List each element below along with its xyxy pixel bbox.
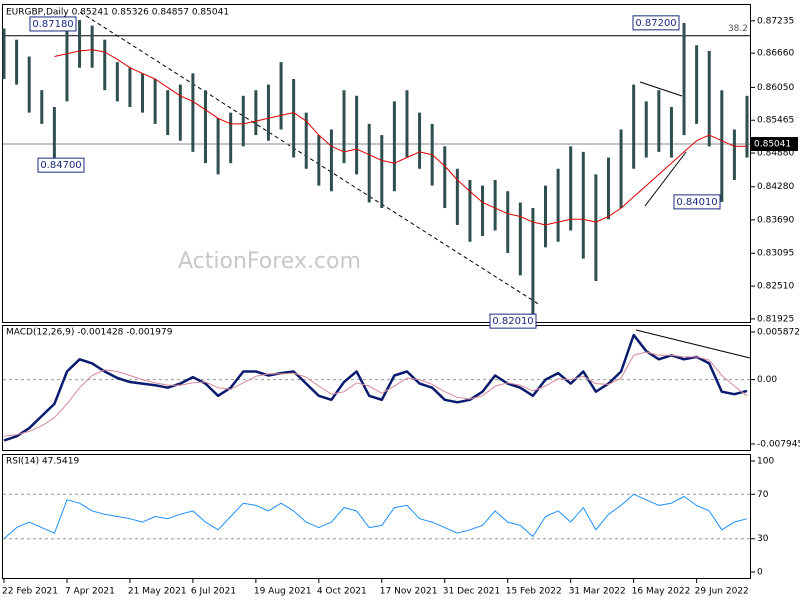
y-tick-label: 0.00 <box>757 375 777 385</box>
y-tick-label: 0.84880 <box>757 149 794 159</box>
price-panel <box>2 4 751 323</box>
level-label: 38.2 <box>728 24 748 34</box>
watermark: ActionForex.com <box>178 249 361 274</box>
annotation-label: 0.84010 <box>676 197 717 208</box>
annotation-label: 0.87200 <box>635 18 676 29</box>
y-tick-label: 0 <box>757 568 763 578</box>
annotation-box <box>29 16 77 32</box>
y-tick-label: 0.005872 <box>757 327 800 337</box>
y-tick-label: 0.84280 <box>757 182 794 192</box>
x-tick-label: 15 Feb 2022 <box>506 587 562 597</box>
y-tick-label: 0.83095 <box>757 249 794 259</box>
y-tick-label: 70 <box>757 490 769 500</box>
x-tick-label: 16 May 2022 <box>632 587 691 597</box>
y-tick-label: 0.87235 <box>757 16 794 26</box>
x-tick-label: 21 May 2021 <box>128 587 187 597</box>
x-tick-label: 4 Oct 2021 <box>317 587 367 597</box>
rsi-panel <box>2 454 751 579</box>
y-tick-label: 0.82510 <box>757 282 794 292</box>
panel-title: MACD(12,26,9) -0.001428 -0.001979 <box>6 328 173 338</box>
x-tick-label: 6 Jul 2021 <box>191 587 236 597</box>
trendline <box>639 81 683 97</box>
x-tick-label: 22 Feb 2021 <box>2 587 58 597</box>
annotation-box <box>37 157 85 173</box>
macd-panel <box>2 325 751 451</box>
x-tick-label: 19 Aug 2021 <box>254 587 312 597</box>
series-line <box>3 333 748 442</box>
x-tick-label: 17 Nov 2021 <box>380 587 438 597</box>
annotation-label: 0.82010 <box>492 316 533 327</box>
y-tick-label: 0.86050 <box>757 83 794 93</box>
y-tick-label: 0.86660 <box>757 49 794 59</box>
annotation-box <box>673 194 721 210</box>
series-line <box>3 351 748 437</box>
y-tick-label: 100 <box>757 456 774 466</box>
x-tick-label: 7 Apr 2021 <box>65 587 115 597</box>
annotation-box <box>489 313 537 329</box>
x-tick-label: 31 Mar 2022 <box>569 587 626 597</box>
annotation-label: 0.84700 <box>40 160 81 171</box>
series-line <box>54 49 747 226</box>
annotation-label: 0.87180 <box>32 19 73 30</box>
trendline <box>635 329 751 359</box>
trendline <box>644 151 687 207</box>
y-tick-label: -0.007945 <box>757 439 800 449</box>
x-tick-label: 31 Dec 2021 <box>443 587 501 597</box>
y-tick-label: 0.83690 <box>757 215 794 225</box>
x-tick-label: 29 Jun 2022 <box>695 587 749 597</box>
last-price-box <box>751 137 798 152</box>
panel-title: RSI(14) 47.5419 <box>6 457 79 467</box>
y-tick-label: 0.85465 <box>757 116 794 126</box>
annotation-box <box>632 15 680 31</box>
y-tick-label: 0.81925 <box>757 314 794 324</box>
panel-title: EURGBP,Daily 0.85241 0.85326 0.84857 0.8… <box>6 8 229 18</box>
y-tick-label: 30 <box>757 534 769 544</box>
series-line <box>3 493 748 540</box>
last-price-label: 0.85041 <box>754 140 791 150</box>
